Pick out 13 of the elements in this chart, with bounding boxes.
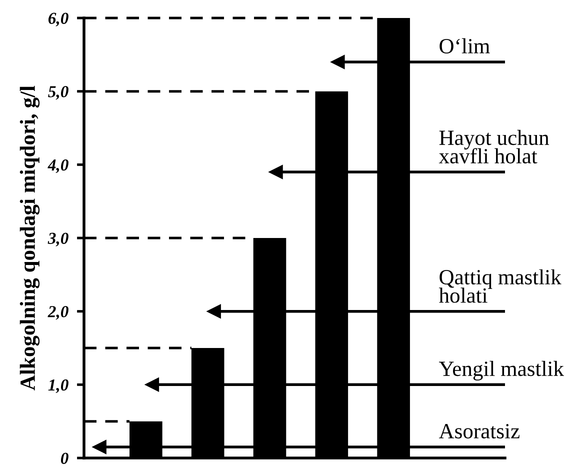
- y-tick-label: 3,0: [48, 232, 68, 246]
- ref-line-label: Qattiq mastlik holati: [438, 269, 562, 303]
- ref-line-label: O‘lim: [440, 38, 490, 54]
- y-tick-label: 4,0: [48, 159, 68, 174]
- y-tick-label: 2,0: [48, 306, 68, 320]
- y-tick-label: 0: [60, 452, 68, 464]
- y-tick-label: 5,0: [48, 86, 68, 100]
- y-tick-label: 6,0: [48, 12, 68, 26]
- ref-line-label: Asoratsiz: [438, 424, 520, 438]
- ref-line-label: Yengil mastlik: [438, 360, 564, 380]
- y-tick-label: 1,0: [48, 379, 68, 394]
- y-axis-title: Alkogolning qondagi miqdori, g/l: [20, 86, 40, 390]
- ref-line-label: Hayot uchun xavfli holat: [438, 130, 550, 164]
